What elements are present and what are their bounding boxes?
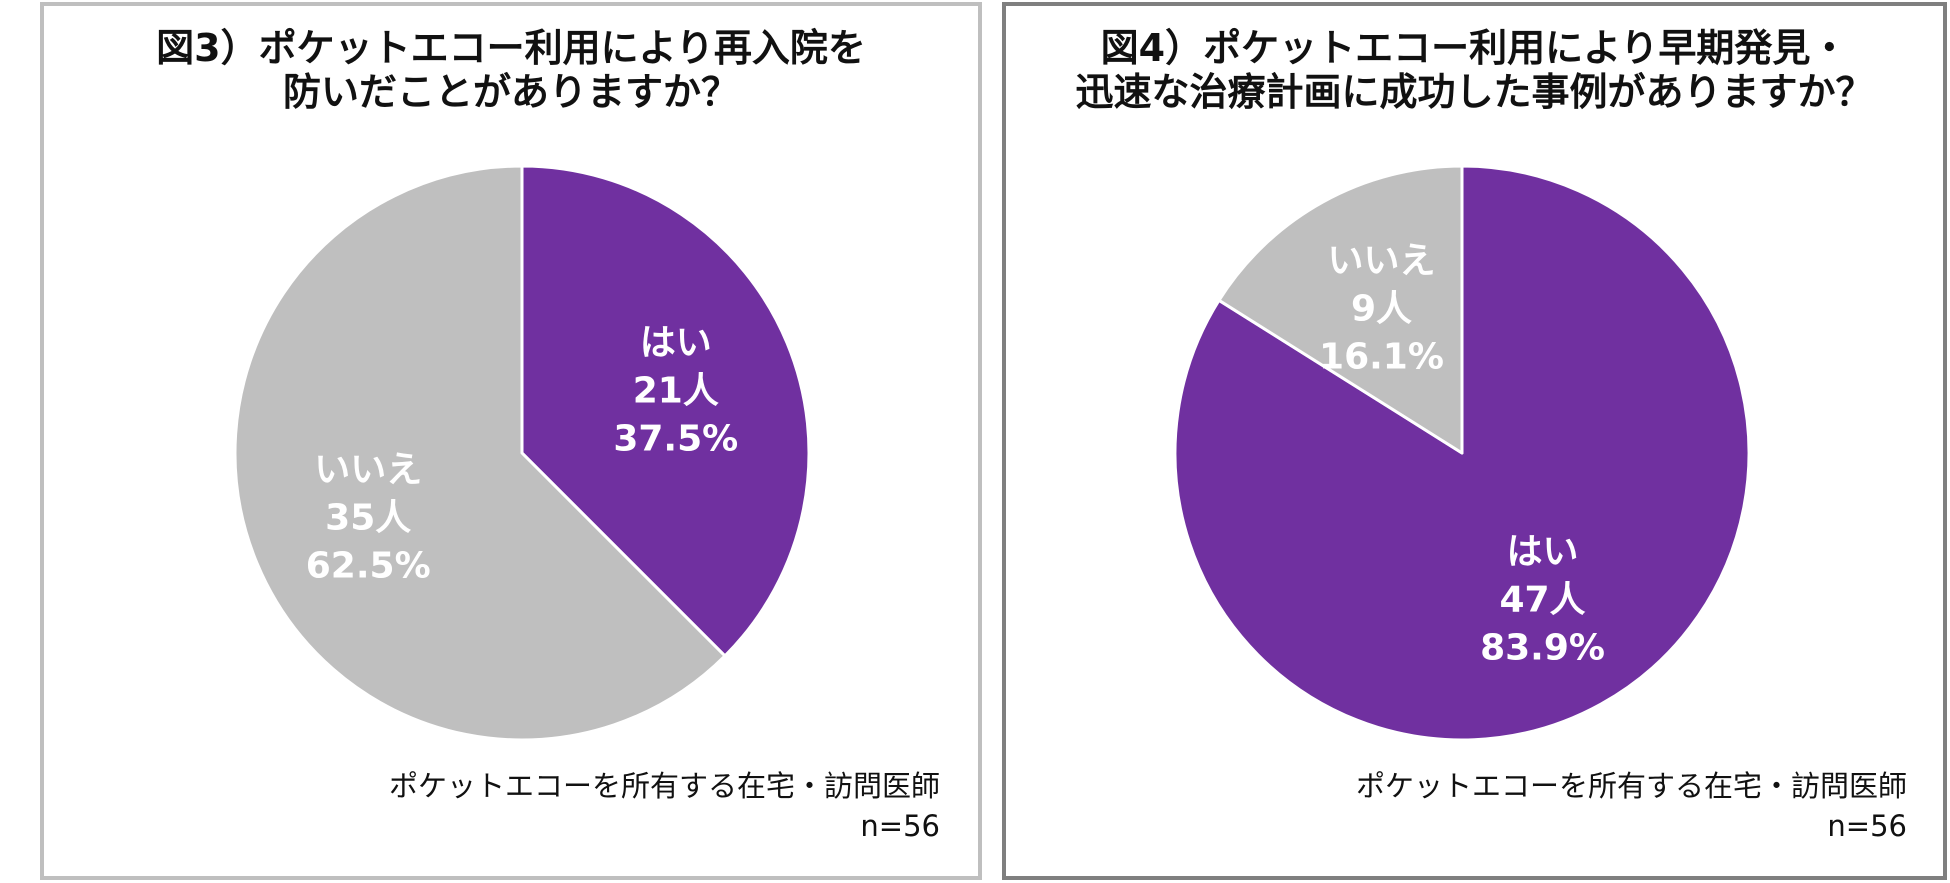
data-label-yes-percent: 37.5% — [613, 418, 738, 459]
data-label-yes-category: はい — [1507, 532, 1579, 573]
data-label-yes-category: はい — [640, 322, 712, 363]
chart-title: 図3）ポケットエコー利用により再入院を 防いだことがありますか？ — [44, 26, 978, 114]
pie-chart: はい 47人 83.9% いいえ 9人 16.1% — [1173, 164, 1751, 742]
data-label-no-percent: 62.5% — [306, 546, 431, 587]
source-note: ポケットエコーを所有する在宅・訪問医師 n=56 — [1356, 766, 1907, 846]
pie-chart: はい 21人 37.5% いいえ 35人 62.5% — [233, 164, 811, 742]
data-label-no-count: 35人 — [325, 498, 411, 539]
slice-label-no: いいえ 35人 62.5% — [306, 450, 431, 587]
data-label-yes-count: 47人 — [1499, 580, 1585, 621]
slice-label-no: いいえ 9人 16.1% — [1319, 240, 1444, 377]
sample-size: n=56 — [860, 809, 940, 843]
chart-title-line-2: 迅速な治療計画に成功した事例がありますか？ — [1075, 70, 1874, 114]
chart-title-line-2: 防いだことがありますか？ — [282, 70, 739, 114]
source-text: ポケットエコーを所有する在宅・訪問医師 — [388, 769, 940, 803]
slice-label-yes: はい 47人 83.9% — [1480, 532, 1605, 669]
source-note: ポケットエコーを所有する在宅・訪問医師 n=56 — [389, 766, 940, 846]
data-label-no-category: いいえ — [1327, 240, 1435, 281]
figure-3-panel: 図3）ポケットエコー利用により再入院を 防いだことがありますか？ はい 21人 37… — [40, 2, 982, 880]
data-label-no-category: いいえ — [314, 450, 422, 491]
sample-size: n=56 — [1827, 809, 1907, 843]
pie-slice-no — [233, 164, 727, 742]
data-label-no-percent: 16.1% — [1319, 336, 1444, 377]
figure-4-panel: 図4）ポケットエコー利用により早期発見・ 迅速な治療計画に成功した事例があります… — [1002, 2, 1947, 880]
chart-title: 図4）ポケットエコー利用により早期発見・ 迅速な治療計画に成功した事例があります… — [1006, 26, 1943, 114]
slice-label-yes: はい 21人 37.5% — [613, 322, 738, 459]
data-label-yes-percent: 83.9% — [1480, 628, 1605, 669]
pie-slice-yes — [520, 164, 811, 658]
chart-title-line-1: 図4）ポケットエコー利用により早期発見・ — [1100, 26, 1849, 70]
data-label-yes-count: 21人 — [633, 370, 719, 411]
pie-slice-no — [1217, 164, 1464, 455]
source-text: ポケットエコーを所有する在宅・訪問医師 — [1355, 769, 1907, 803]
data-label-no-count: 9人 — [1351, 288, 1412, 329]
chart-title-line-1: 図3）ポケットエコー利用により再入院を — [156, 26, 866, 70]
